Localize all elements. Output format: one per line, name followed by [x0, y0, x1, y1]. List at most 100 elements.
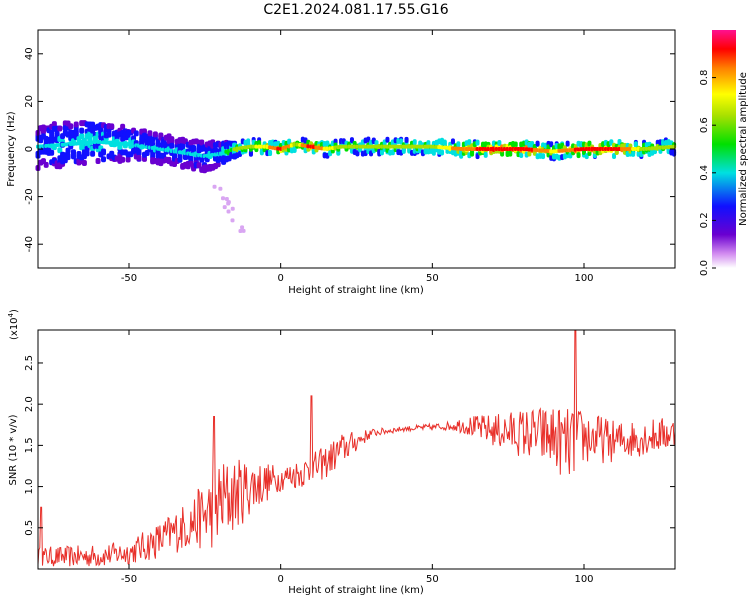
heatmap-cell	[65, 147, 71, 154]
bottom-x-tick-label: 100	[574, 574, 593, 585]
bottom-y-tick-label: 1.0	[24, 479, 35, 495]
heatmap-cell	[609, 139, 614, 146]
heatmap-cell	[497, 139, 502, 146]
heatmap-cell	[268, 149, 273, 156]
heatmap-cell	[79, 127, 85, 134]
heatmap-cell	[101, 148, 107, 155]
heatmap-cell	[238, 228, 243, 233]
heatmap-cell	[230, 206, 235, 211]
heatmap-cell	[51, 121, 57, 128]
heatmap-cell	[95, 157, 101, 164]
heatmap-cell	[79, 133, 85, 140]
heatmap-cell	[292, 146, 297, 153]
heatmap-cell	[535, 140, 540, 147]
heatmap-cell	[587, 140, 592, 147]
heatmap-cell	[508, 150, 513, 157]
heatmap-cell	[467, 139, 472, 146]
colorbar-tick-label: 0.8	[699, 70, 710, 86]
heatmap-cell	[125, 156, 131, 163]
colorbar-tick-label: 0.2	[699, 212, 710, 228]
heatmap-cell	[212, 184, 217, 189]
colorbar-gradient	[712, 30, 736, 268]
bottom-y-axis-label: SNR (10 * v/v)	[8, 414, 19, 485]
heatmap-cell	[133, 130, 139, 137]
bottom-y-multiplier: (x104)	[7, 309, 20, 340]
heatmap-cell	[549, 141, 554, 148]
heatmap-cell	[169, 142, 175, 149]
colorbar-tick-label: 0.6	[699, 117, 710, 133]
heatmap-cell	[541, 153, 546, 160]
top-y-axis-label: Frequency (Hz)	[6, 111, 17, 187]
heatmap-layer	[35, 120, 677, 233]
heatmap-cell	[349, 137, 354, 144]
top-y-tick-label: 20	[24, 95, 35, 108]
colorbar-ticks: 0.0 0.2 0.4 0.6 0.8	[699, 70, 716, 276]
top-panel: -50 0 50 100 40 20 0 -20 -40 Height of straight …	[6, 29, 677, 296]
heatmap-cell	[70, 149, 76, 156]
heatmap-cell	[355, 150, 360, 157]
top-x-axis-label: Height of straight line (km)	[288, 285, 424, 296]
top-y-tick-label: 0	[24, 146, 35, 152]
heatmap-cell	[106, 131, 112, 138]
heatmap-cell	[224, 197, 229, 202]
heatmap-cell	[412, 139, 417, 146]
heatmap-cell	[248, 150, 253, 157]
bottom-x-axis-label: Height of straight line (km)	[288, 585, 424, 596]
heatmap-cell	[576, 152, 581, 159]
bottom-x-tick-label: 0	[277, 574, 283, 585]
heatmap-cell	[120, 156, 126, 163]
heatmap-cell	[442, 139, 447, 146]
heatmap-cell	[565, 140, 570, 147]
heatmap-cell	[404, 136, 409, 143]
top-x-tick-label: 0	[277, 273, 283, 284]
heatmap-cell	[222, 205, 227, 210]
bottom-panel: -50 0 50 100 0.5 1.0 1.5 2.0 2.5 Height of strai…	[7, 309, 676, 596]
heatmap-cell	[136, 154, 142, 161]
bottom-y-tick-label: 2.5	[24, 355, 35, 371]
top-y-tick-label: -40	[24, 236, 35, 252]
heatmap-cell	[90, 150, 96, 157]
figure-title: C2E1.2024.081.17.55.G16	[263, 2, 448, 18]
heatmap-cell	[49, 149, 55, 156]
heatmap-cell	[612, 152, 617, 159]
heatmap-cell	[226, 201, 231, 206]
bottom-y-tick-label: 1.5	[24, 437, 35, 453]
bottom-axes: -50 0 50 100 0.5 1.0 1.5 2.0 2.5	[24, 330, 675, 585]
heatmap-cell	[401, 147, 406, 154]
heatmap-cell	[475, 153, 480, 160]
heatmap-cell	[196, 162, 202, 169]
heatmap-cell	[633, 141, 638, 148]
heatmap-cell	[379, 149, 384, 156]
heatmap-cell	[65, 154, 71, 161]
heatmap-cell	[81, 159, 87, 166]
heatmap-cell	[240, 225, 245, 230]
bottom-y-tick-label: 0.5	[24, 520, 35, 536]
bottom-x-tick-label: 50	[426, 574, 439, 585]
heatmap-cell	[136, 149, 142, 156]
heatmap-cell	[57, 125, 63, 132]
heatmap-cell	[399, 138, 404, 145]
top-x-tick-label: -50	[121, 273, 137, 284]
heatmap-cell	[177, 156, 183, 163]
heatmap-cell	[152, 131, 158, 138]
heatmap-cell	[43, 161, 49, 168]
heatmap-cell	[483, 151, 488, 158]
heatmap-cell	[519, 151, 524, 158]
heatmap-cell	[220, 196, 225, 201]
heatmap-cell	[120, 123, 126, 130]
top-y-tick-label: 40	[24, 47, 35, 60]
top-y-tick-label: -20	[24, 188, 35, 204]
heatmap-cell	[218, 186, 223, 191]
top-axes: -50 0 50 100 40 20 0 -20 -40	[24, 30, 675, 284]
top-x-tick-label: 50	[426, 273, 439, 284]
heatmap-cell	[117, 143, 123, 150]
heatmap-cell	[450, 138, 455, 145]
bottom-x-tick-label: -50	[121, 574, 137, 585]
heatmap-cell	[73, 121, 79, 128]
heatmap-cell	[440, 149, 445, 156]
bottom-y-tick-label: 2.0	[24, 396, 35, 412]
snr-series-line	[38, 330, 675, 567]
heatmap-cell	[456, 141, 461, 148]
heatmap-cell	[73, 131, 79, 138]
